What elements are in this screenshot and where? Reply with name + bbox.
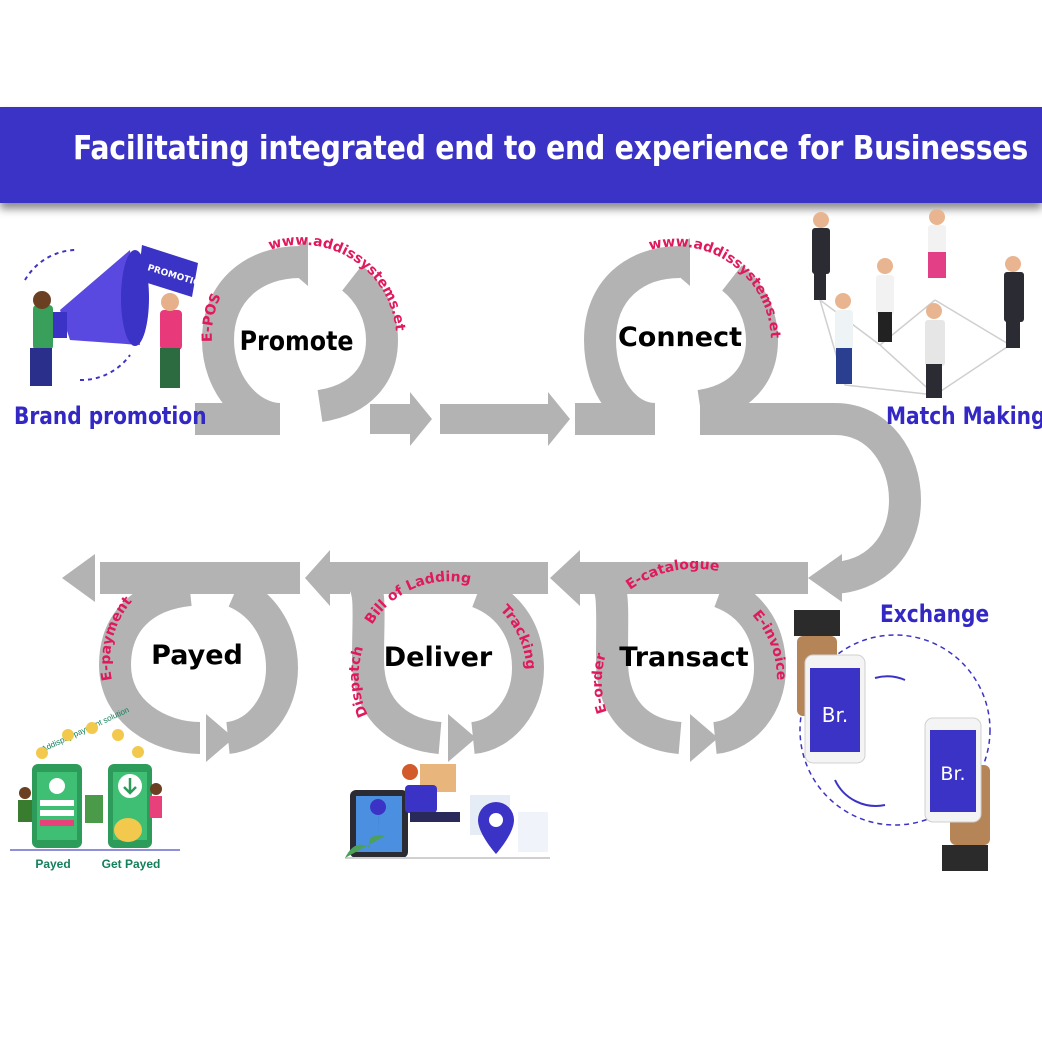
u-turn-arrow xyxy=(700,403,922,594)
label-exchange: Exchange xyxy=(880,600,990,628)
page-title: Facilitating integrated end to end exper… xyxy=(72,128,1029,167)
payed-arrowhead xyxy=(206,714,234,762)
stage-deliver: Deliver xyxy=(384,642,493,673)
stage-promote: Promote xyxy=(240,325,354,357)
brand-promotion-illustration: PROMOTION xyxy=(24,245,209,388)
transact-loop-arrow xyxy=(591,562,808,754)
label-brand-promotion: Brand promotion xyxy=(14,402,207,430)
stage-transact: Transact xyxy=(619,642,749,673)
promote-loop-arrow xyxy=(195,246,399,435)
u-turn-arrowhead xyxy=(808,554,842,602)
phone-brand-left: Br. xyxy=(822,703,848,727)
bottom-connector-arrow-1 xyxy=(550,550,600,606)
top-connector-arrow-2 xyxy=(440,392,570,446)
deliver-loop-arrow xyxy=(321,562,548,754)
connect-loop-arrow xyxy=(575,246,779,435)
transact-arrowhead xyxy=(690,714,718,762)
phone-brand-right: Br. xyxy=(940,763,965,785)
deliver-arrowhead xyxy=(448,714,476,762)
label-match-making: Match Making xyxy=(886,402,1042,430)
exchange-illustration: Br. Br. xyxy=(794,610,991,871)
people-figures xyxy=(812,209,1024,398)
top-connector-arrow-1 xyxy=(370,392,432,446)
title-banner xyxy=(0,107,1042,203)
payed-caption: Payed xyxy=(35,857,70,871)
connect-arrowhead xyxy=(662,238,690,286)
get-payed-caption: Get Payed xyxy=(102,857,161,871)
stage-payed: Payed xyxy=(151,640,243,671)
bottom-connector-arrow-2 xyxy=(305,550,350,606)
match-making-illustration xyxy=(819,299,1011,396)
transact-order-label: E-order xyxy=(590,651,611,715)
payed-loop-arrow xyxy=(98,562,300,754)
stage-connect: Connect xyxy=(618,322,742,353)
deliver-illustration xyxy=(345,764,550,859)
promote-arrowhead xyxy=(280,238,308,286)
payed-left-arrowhead xyxy=(62,554,95,602)
